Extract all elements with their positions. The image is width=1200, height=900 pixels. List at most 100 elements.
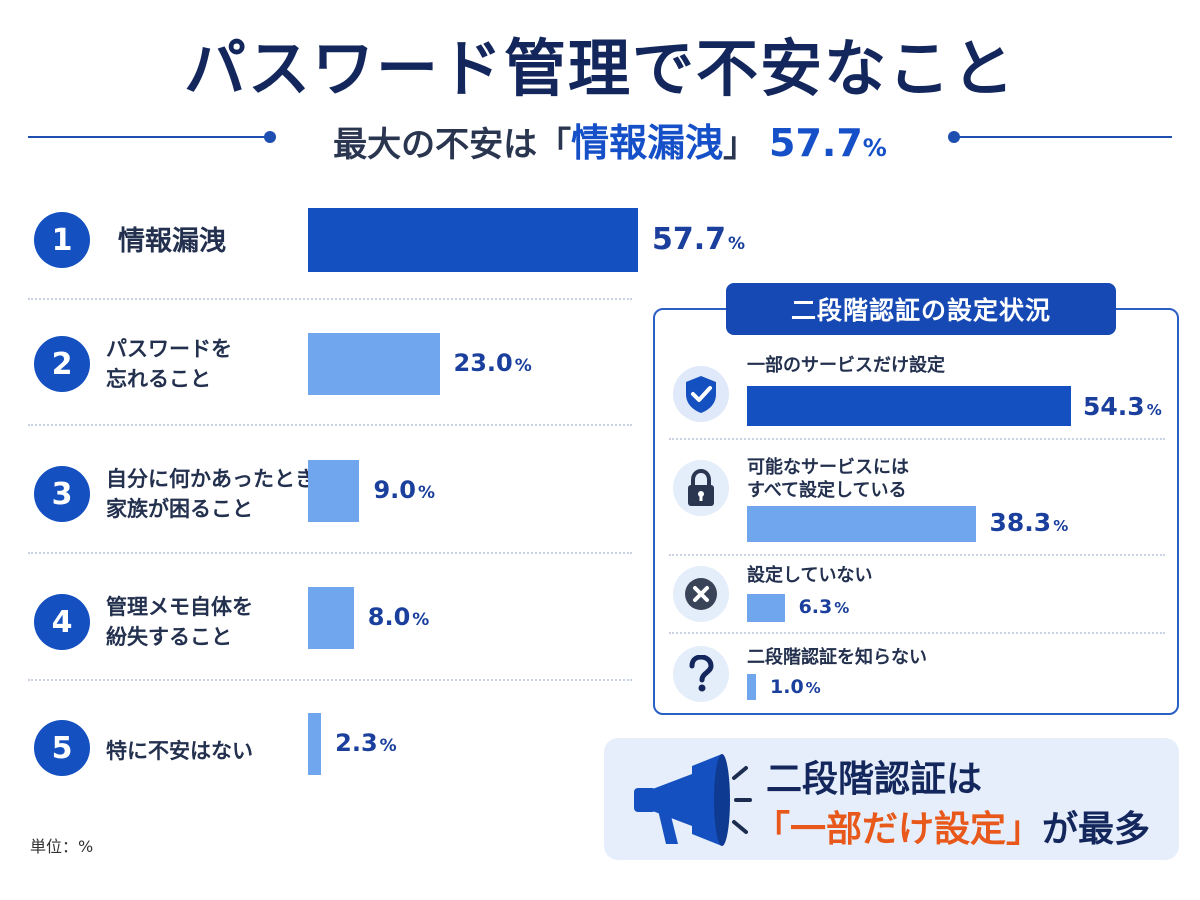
data-label-value: 1.0	[770, 676, 804, 698]
subtitle-dot-right	[948, 131, 960, 143]
rank-label-line: パスワードを	[106, 337, 232, 361]
data-label: 1.0%	[770, 676, 821, 698]
rank-label-line: 管理メモ自体を	[106, 595, 253, 619]
panel-divider	[669, 554, 1165, 556]
rank-item: 4 管理メモ自体を 紛失すること	[30, 580, 750, 670]
data-label-unit: %	[417, 483, 436, 503]
rank-number-badge: 2	[34, 336, 90, 392]
data-label-unit: %	[514, 356, 532, 376]
bar	[308, 587, 354, 649]
callout-suffix: が最多	[1042, 809, 1151, 850]
panel-label-line: 一部のサービスだけ設定	[747, 355, 945, 376]
rank-label-line: 特に不安はない	[106, 739, 253, 763]
data-label: 6.3%	[799, 596, 850, 618]
data-label: 2.3%	[335, 729, 397, 757]
panel-label: 設定していない	[747, 564, 872, 587]
rank-number-badge: 5	[34, 720, 90, 776]
data-label-unit: %	[379, 736, 397, 756]
data-label-value: 23.0	[453, 349, 513, 377]
data-label-value: 54.3	[1083, 392, 1145, 421]
bar	[308, 460, 360, 522]
data-label: 9.0%	[373, 476, 435, 504]
data-label-value: 8.0	[367, 603, 411, 631]
panel-divider	[669, 632, 1165, 634]
panel-label: 二段階認証を知らない	[747, 646, 927, 669]
data-label: 38.3%	[990, 508, 1069, 537]
rank-item: 2 パスワードを 忘れること	[30, 322, 750, 412]
panel-label-line: 二段階認証を知らない	[747, 647, 927, 668]
bar	[308, 333, 440, 395]
rank-label-line: 家族が困ること	[106, 497, 253, 522]
megaphone-icon	[634, 754, 752, 846]
rank-number-badge: 4	[34, 594, 90, 650]
data-label: 57.7%	[652, 222, 745, 257]
rank-label: 情報漏洩	[118, 222, 226, 261]
bar	[308, 713, 322, 775]
page-title: パスワード管理で不安なこと	[183, 32, 1016, 105]
subtitle-line-right	[956, 136, 1172, 138]
bar	[747, 674, 756, 700]
rank-number-badge: 1	[34, 212, 90, 268]
subtitle: 最大の不安は「情報漏洩」 57.7%	[290, 112, 930, 167]
rank-label: 自分に何かあったとき 家族が困ること	[106, 464, 316, 525]
data-label-value: 2.3	[335, 729, 378, 757]
subtitle-dot-left	[264, 131, 276, 143]
rank-label: パスワードを 忘れること	[106, 334, 232, 395]
shield-check-icon	[673, 366, 729, 422]
data-label: 23.0%	[454, 349, 532, 377]
callout-close-bracket: 」	[1006, 809, 1043, 850]
bar	[308, 208, 638, 272]
subtitle-line-left	[28, 136, 268, 138]
data-label-value: 6.3	[798, 596, 833, 618]
data-label-unit: %	[412, 610, 430, 630]
x-circle-icon	[673, 566, 729, 622]
rank-label-line: 情報漏洩	[118, 226, 226, 257]
bar	[747, 506, 976, 542]
rank-label-line: 忘れること	[106, 367, 211, 392]
panel-title: 二段階認証の設定状況	[726, 283, 1116, 335]
data-label-value: 9.0	[373, 476, 416, 504]
data-label-value: 57.7	[652, 222, 727, 257]
callout-box: 二段階認証は 「一部だけ設定」が最多	[604, 738, 1179, 860]
rank-item: 5 特に不安はない	[30, 706, 750, 796]
data-label-unit: %	[805, 679, 821, 697]
data-label: 8.0%	[368, 603, 430, 631]
subtitle-prefix: 最大の不安は「	[333, 125, 572, 165]
rank-item: 1 情報漏洩	[30, 198, 750, 288]
panel-divider	[669, 438, 1165, 440]
callout-line1: 二段階認証は	[766, 759, 983, 800]
rank-label: 管理メモ自体を 紛失すること	[106, 592, 253, 653]
question-mark-icon	[673, 646, 729, 702]
rank-number-badge: 3	[34, 466, 90, 522]
row-divider	[28, 424, 632, 426]
subtitle-pct: %	[862, 134, 887, 162]
rank-label: 特に不安はない	[106, 736, 253, 766]
unit-label: 単位：%	[30, 837, 94, 856]
subtitle-highlight: 情報漏洩	[571, 121, 724, 165]
callout-open-bracket: 「	[754, 809, 791, 850]
panel-label-line: 設定していない	[747, 565, 873, 586]
rank-label-line: 紛失すること	[106, 625, 232, 650]
bar	[747, 594, 785, 622]
row-divider	[28, 679, 632, 681]
panel-label-line: すべて設定している	[747, 480, 907, 502]
row-divider	[28, 298, 632, 300]
data-label-unit: %	[834, 599, 850, 617]
subtitle-value: 57.7	[769, 121, 863, 165]
data-label-unit: %	[1053, 517, 1069, 535]
panel-label: 一部のサービスだけ設定	[747, 354, 945, 377]
data-label-unit: %	[728, 234, 746, 254]
rank-label-line: 自分に何かあったとき	[106, 467, 316, 491]
bar	[747, 386, 1071, 426]
two-factor-panel: 一部のサービスだけ設定 54.3% 可能なサービスには すべて設定している 38.3% 設…	[653, 308, 1179, 715]
subtitle-suffix: 」	[723, 125, 758, 165]
data-label: 54.3%	[1083, 392, 1162, 421]
data-label-value: 38.3	[989, 508, 1052, 537]
callout-highlight: 一部だけ設定	[790, 809, 1007, 850]
panel-label: 可能なサービスには すべて設定している	[747, 456, 909, 503]
data-label-unit: %	[1146, 401, 1162, 419]
row-divider	[28, 552, 632, 554]
callout-line2: 「一部だけ設定」が最多	[754, 800, 1150, 852]
rank-item: 3 自分に何かあったとき 家族が困ること	[30, 452, 750, 542]
panel-label-line: 可能なサービスには	[747, 457, 909, 478]
